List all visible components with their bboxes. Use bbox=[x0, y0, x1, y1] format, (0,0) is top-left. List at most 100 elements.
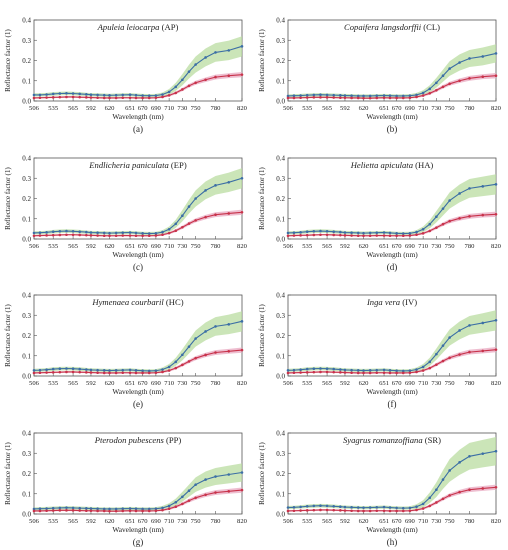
data-point bbox=[305, 96, 309, 99]
data-point bbox=[368, 231, 372, 234]
data-point bbox=[319, 367, 322, 370]
data-point bbox=[45, 368, 48, 372]
x-axis-label: Wavelength (nm) bbox=[366, 387, 418, 396]
data-point bbox=[428, 496, 432, 499]
data-point bbox=[401, 94, 405, 98]
data-point bbox=[458, 329, 461, 332]
data-point bbox=[38, 93, 42, 97]
data-point bbox=[227, 350, 231, 353]
data-point bbox=[161, 370, 164, 374]
data-point bbox=[89, 506, 93, 510]
y-tick-label: 0.3 bbox=[22, 174, 31, 182]
chart-panel: 0.0 0.1 0.2 0.3 0.4 506 535 565 592 620 651 670 690 7… bbox=[0, 275, 254, 413]
x-tick-label: 670 bbox=[392, 243, 403, 250]
data-point bbox=[339, 508, 342, 512]
x-tick-label: 690 bbox=[405, 105, 416, 112]
y-tick-label: 0.2 bbox=[276, 195, 285, 203]
data-point bbox=[187, 345, 191, 348]
data-point bbox=[187, 221, 191, 225]
data-point bbox=[350, 368, 353, 372]
data-point bbox=[421, 365, 425, 369]
data-point bbox=[343, 371, 347, 374]
panel-label: (c) bbox=[133, 262, 143, 272]
x-tick-label: 565 bbox=[322, 518, 333, 525]
data-point bbox=[214, 490, 217, 494]
data-point bbox=[121, 509, 125, 512]
y-tick-label: 0.3 bbox=[22, 37, 31, 45]
data-point bbox=[325, 232, 329, 236]
data-point bbox=[154, 506, 158, 510]
y-tick-label: 0.0 bbox=[276, 98, 285, 106]
data-point bbox=[45, 93, 48, 96]
data-point bbox=[58, 367, 62, 371]
x-tick-label: 820 bbox=[237, 518, 248, 525]
data-point bbox=[58, 508, 62, 512]
data-point bbox=[494, 319, 498, 322]
data-point bbox=[395, 506, 398, 509]
data-point bbox=[299, 505, 302, 508]
data-point bbox=[286, 231, 290, 234]
y-tick-label: 0.1 bbox=[22, 77, 31, 85]
data-point bbox=[468, 77, 471, 80]
data-point bbox=[114, 96, 118, 100]
data-point bbox=[319, 232, 322, 236]
data-point bbox=[114, 509, 118, 512]
data-point bbox=[240, 73, 244, 76]
data-point bbox=[332, 367, 336, 371]
data-point bbox=[134, 233, 138, 237]
data-point bbox=[428, 87, 432, 91]
x-tick-label: 730 bbox=[177, 380, 188, 387]
data-point bbox=[141, 507, 144, 510]
x-tick-label: 670 bbox=[392, 105, 403, 112]
chart-panel: 0.0 0.1 0.2 0.3 0.4 506 535 565 592 620 651 670 690 7… bbox=[0, 0, 254, 138]
data-point bbox=[368, 369, 372, 372]
x-tick-label: 670 bbox=[392, 380, 403, 387]
data-point bbox=[51, 506, 55, 509]
x-tick-label: 620 bbox=[359, 380, 370, 387]
x-tick-label: 750 bbox=[445, 243, 456, 250]
data-point bbox=[71, 232, 75, 236]
data-point bbox=[388, 94, 392, 98]
x-tick-label: 506 bbox=[283, 380, 294, 387]
data-point bbox=[204, 188, 207, 192]
data-point bbox=[134, 369, 138, 372]
x-tick-label: 820 bbox=[237, 105, 248, 112]
panel-title: Apuleia leiocarpa (AP) bbox=[97, 22, 179, 32]
uncertainty-band bbox=[34, 462, 242, 511]
data-point bbox=[305, 508, 309, 512]
data-point bbox=[38, 230, 42, 234]
data-point bbox=[319, 96, 322, 99]
data-point bbox=[89, 96, 93, 99]
uncertainty-band bbox=[288, 44, 496, 98]
x-axis-label: Wavelength (nm) bbox=[112, 112, 164, 121]
series-line bbox=[287, 450, 497, 509]
data-point bbox=[227, 472, 231, 476]
x-tick-label: 820 bbox=[237, 243, 248, 250]
data-point bbox=[108, 509, 111, 512]
data-point bbox=[458, 191, 461, 195]
data-point bbox=[448, 82, 451, 86]
data-point bbox=[167, 365, 171, 369]
data-point bbox=[494, 182, 498, 186]
data-point bbox=[240, 470, 244, 474]
x-tick-label: 710 bbox=[418, 380, 429, 387]
x-tick-label: 535 bbox=[48, 243, 59, 250]
data-point bbox=[96, 506, 99, 510]
data-point bbox=[388, 509, 392, 512]
chart-panel: 0.0 0.1 0.2 0.3 0.4 506 535 565 592 620 651 670 690 7… bbox=[254, 413, 508, 550]
data-point bbox=[167, 504, 171, 507]
data-point bbox=[108, 231, 111, 234]
data-point bbox=[401, 369, 405, 373]
data-point bbox=[78, 95, 82, 99]
y-tick-label: 0.1 bbox=[276, 77, 285, 85]
data-point bbox=[58, 92, 62, 95]
data-point bbox=[102, 93, 106, 97]
data-point bbox=[339, 230, 342, 233]
data-point bbox=[325, 504, 329, 507]
data-point bbox=[89, 508, 93, 512]
data-point bbox=[71, 506, 75, 509]
data-point bbox=[194, 63, 197, 66]
data-point bbox=[174, 504, 178, 508]
data-point bbox=[58, 506, 62, 509]
data-point bbox=[421, 502, 425, 505]
